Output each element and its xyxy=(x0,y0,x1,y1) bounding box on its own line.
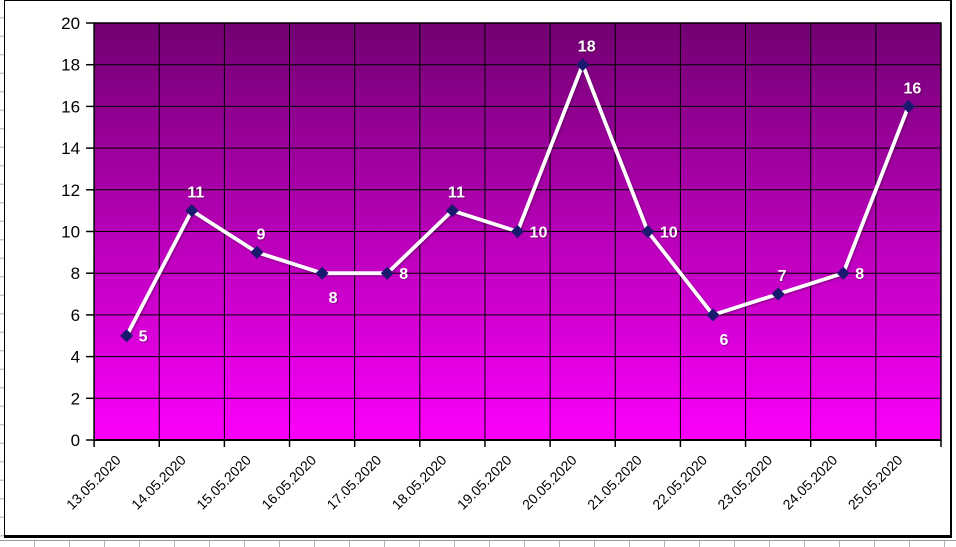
chart-object[interactable]: 0 2 4 6 8 10 12 14 16 18 20 13.05.2020 14.05.2020 15.… xyxy=(4,0,952,538)
svg-text:13.05.2020: 13.05.2020 xyxy=(63,452,124,513)
svg-text:10: 10 xyxy=(61,223,80,242)
svg-text:5: 5 xyxy=(139,329,148,346)
svg-text:6: 6 xyxy=(71,306,80,325)
svg-text:24.05.2020: 24.05.2020 xyxy=(779,452,840,513)
svg-text:16: 16 xyxy=(904,80,922,97)
svg-text:20.05.2020: 20.05.2020 xyxy=(519,452,580,513)
svg-text:12: 12 xyxy=(61,181,80,200)
svg-text:18.05.2020: 18.05.2020 xyxy=(389,452,450,513)
svg-text:18: 18 xyxy=(578,39,596,56)
svg-text:9: 9 xyxy=(257,226,266,243)
svg-text:8: 8 xyxy=(329,290,338,307)
svg-text:11: 11 xyxy=(448,185,465,202)
svg-text:17.05.2020: 17.05.2020 xyxy=(323,452,384,513)
svg-text:25.05.2020: 25.05.2020 xyxy=(845,452,906,513)
svg-text:0: 0 xyxy=(71,431,80,450)
svg-text:7: 7 xyxy=(778,268,787,285)
svg-text:2: 2 xyxy=(71,389,80,408)
svg-text:16.05.2020: 16.05.2020 xyxy=(258,452,319,513)
svg-text:8: 8 xyxy=(399,266,408,283)
sheet-row-gridlines xyxy=(0,0,4,547)
svg-text:23.05.2020: 23.05.2020 xyxy=(714,452,775,513)
svg-text:8: 8 xyxy=(855,266,864,283)
svg-text:16: 16 xyxy=(61,97,80,116)
svg-text:6: 6 xyxy=(720,332,729,349)
svg-text:4: 4 xyxy=(71,348,80,367)
svg-text:15.05.2020: 15.05.2020 xyxy=(193,452,254,513)
svg-text:11: 11 xyxy=(187,185,204,202)
svg-text:21.05.2020: 21.05.2020 xyxy=(584,452,645,513)
svg-text:19.05.2020: 19.05.2020 xyxy=(454,452,515,513)
svg-text:14.05.2020: 14.05.2020 xyxy=(128,452,189,513)
svg-text:10: 10 xyxy=(660,225,678,242)
svg-text:10: 10 xyxy=(530,225,548,242)
svg-text:20: 20 xyxy=(61,14,80,33)
svg-text:8: 8 xyxy=(71,264,80,283)
sheet-column-gridlines xyxy=(0,540,956,547)
svg-text:22.05.2020: 22.05.2020 xyxy=(649,452,710,513)
line-chart: 0 2 4 6 8 10 12 14 16 18 20 13.05.2020 14.05.2020 15.… xyxy=(61,14,942,513)
svg-text:14: 14 xyxy=(61,139,80,158)
svg-text:18: 18 xyxy=(61,56,80,75)
